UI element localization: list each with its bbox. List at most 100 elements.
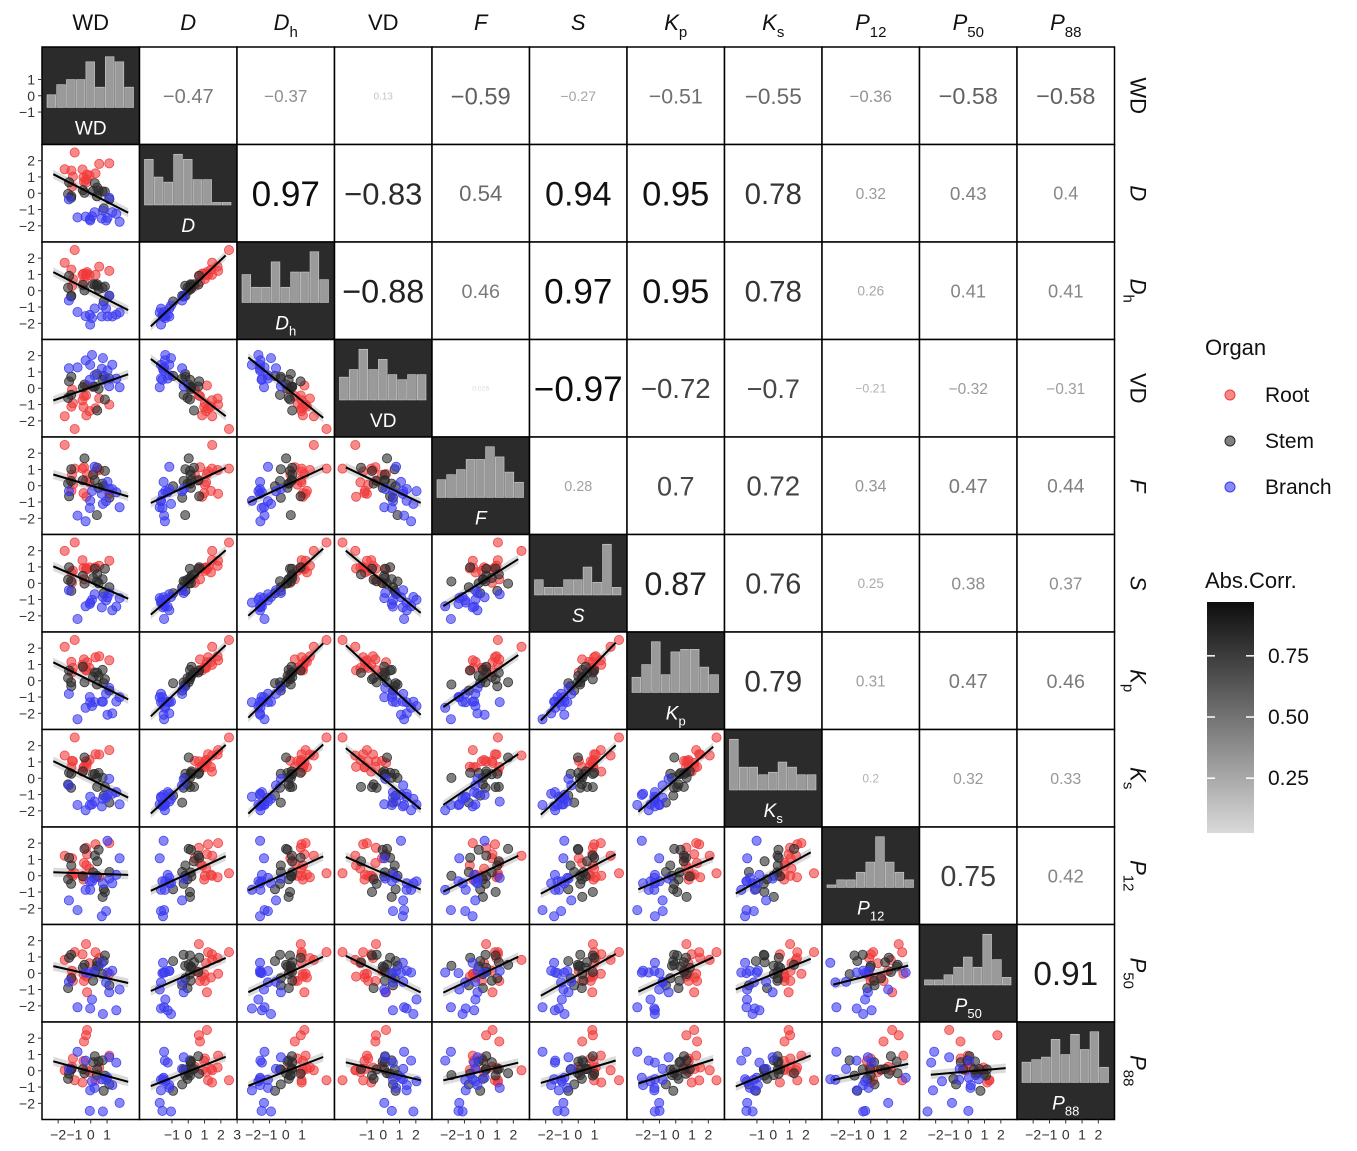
data-point-root xyxy=(577,1036,588,1047)
histogram-bar xyxy=(1080,1049,1090,1083)
data-point-branch xyxy=(445,714,456,725)
data-point-root xyxy=(59,641,70,652)
legend-label-stem: Stem xyxy=(1265,430,1314,453)
var-label-subscript: 88 xyxy=(1120,1070,1137,1087)
panel-S-Dh xyxy=(236,533,336,633)
data-point-branch xyxy=(549,1057,560,1068)
panel-Ks-D xyxy=(138,728,238,828)
data-point-branch xyxy=(114,1097,125,1108)
data-point-branch xyxy=(165,498,176,509)
data-point-branch xyxy=(632,1002,643,1013)
regression-line xyxy=(52,565,129,600)
data-point-root xyxy=(308,439,319,450)
data-point-branch xyxy=(114,853,125,864)
data-point-branch xyxy=(649,957,660,968)
panel-P50-S xyxy=(528,923,628,1023)
y-axis-tick-label: −1 xyxy=(19,592,35,608)
column-header-S: S xyxy=(571,10,586,35)
correlation-panel-bg xyxy=(236,143,336,243)
data-point-root xyxy=(358,947,369,958)
histogram-bar xyxy=(290,271,300,303)
data-point-stem xyxy=(446,870,457,881)
panel-VD-Ks: −0.7 xyxy=(723,338,823,438)
panel-Dh-VD: −0.88 xyxy=(333,241,433,341)
x-axis-tick-label: −1 xyxy=(651,1127,667,1143)
data-point-branch xyxy=(858,1009,869,1020)
panel-P12-Kp xyxy=(626,826,726,926)
panel-P50-F xyxy=(431,923,531,1023)
histogram-bar xyxy=(582,566,593,596)
var-label-subscript: 50 xyxy=(967,24,984,41)
x-axis-tick-label: −1 xyxy=(261,1127,277,1143)
panel-F-VD xyxy=(333,436,433,536)
var-label-subscript: s xyxy=(776,811,783,826)
scatter-panel-bg xyxy=(236,338,336,438)
data-point-root xyxy=(223,1075,234,1086)
histogram-label: F xyxy=(475,509,488,530)
data-point-stem xyxy=(473,844,484,855)
data-point-root xyxy=(77,463,88,474)
data-point-branch xyxy=(265,498,276,509)
data-point-root xyxy=(359,488,370,499)
correlation-panel-bg xyxy=(723,436,823,536)
data-point-root xyxy=(358,1075,369,1086)
data-point-branch xyxy=(256,787,267,798)
panel-P50-P12 xyxy=(821,923,921,1023)
data-point-stem xyxy=(678,957,689,968)
panel-F-F: F xyxy=(431,436,531,536)
data-point-branch xyxy=(831,1002,842,1013)
histogram-bar xyxy=(855,871,866,888)
x-axis-tick-label: 1 xyxy=(103,1127,111,1143)
panel-VD-Dh xyxy=(236,338,336,438)
data-point-stem xyxy=(79,843,90,854)
histogram-bar xyxy=(144,159,154,206)
data-point-root xyxy=(77,1077,88,1088)
data-point-branch xyxy=(741,1046,752,1057)
y-axis-tick-label: −2 xyxy=(19,510,35,526)
data-point-root xyxy=(295,1030,306,1041)
correlation-panel-bg xyxy=(1016,143,1116,243)
data-point-branch xyxy=(825,957,836,968)
var-label-subscript: 88 xyxy=(1065,1104,1079,1119)
correlation-panel-bg xyxy=(723,241,823,341)
panel-P88-P88: P88 xyxy=(1016,1021,1116,1121)
data-point-branch xyxy=(767,1052,778,1063)
data-point-branch xyxy=(97,498,108,509)
panel-D-D: D xyxy=(138,143,238,243)
data-point-root xyxy=(81,939,92,950)
regression-line xyxy=(247,855,324,892)
data-point-stem xyxy=(503,843,514,854)
y-axis-tick-label: 0 xyxy=(27,283,35,299)
histogram-bar xyxy=(1021,1061,1032,1083)
data-point-branch xyxy=(72,1002,83,1013)
y-axis-tick-label: −1 xyxy=(19,104,35,120)
data-point-branch xyxy=(408,696,419,707)
panel-Dh-P12: 0.26 xyxy=(821,241,921,341)
regression-line xyxy=(540,744,617,816)
data-point-branch xyxy=(494,1082,505,1093)
data-point-branch xyxy=(178,987,189,998)
data-point-branch xyxy=(398,780,409,791)
panel-Ks-VD xyxy=(333,728,433,828)
histogram-bar xyxy=(416,374,427,401)
regression-line xyxy=(637,746,714,813)
legend-organ-title: Organ xyxy=(1205,335,1266,360)
panel-Kp-Kp: Kp xyxy=(626,631,726,731)
data-point-stem xyxy=(381,453,392,464)
data-point-stem xyxy=(490,887,501,898)
y-axis-tick-label: 2 xyxy=(27,445,35,461)
data-point-branch xyxy=(742,853,753,864)
data-point-branch xyxy=(159,614,170,625)
regression-line xyxy=(247,547,324,617)
data-point-root xyxy=(367,749,378,760)
var-label-subscript: p xyxy=(1120,684,1137,692)
data-point-root xyxy=(69,537,80,548)
regression-line xyxy=(150,254,227,328)
data-point-branch xyxy=(549,1005,560,1016)
data-point-branch xyxy=(177,895,188,906)
data-point-root xyxy=(467,745,478,756)
panel-Dh-F: 0.46 xyxy=(431,241,531,341)
correlation-value: 0.91 xyxy=(1033,956,1098,993)
data-point-stem xyxy=(66,576,77,587)
histogram-bar xyxy=(153,176,164,206)
